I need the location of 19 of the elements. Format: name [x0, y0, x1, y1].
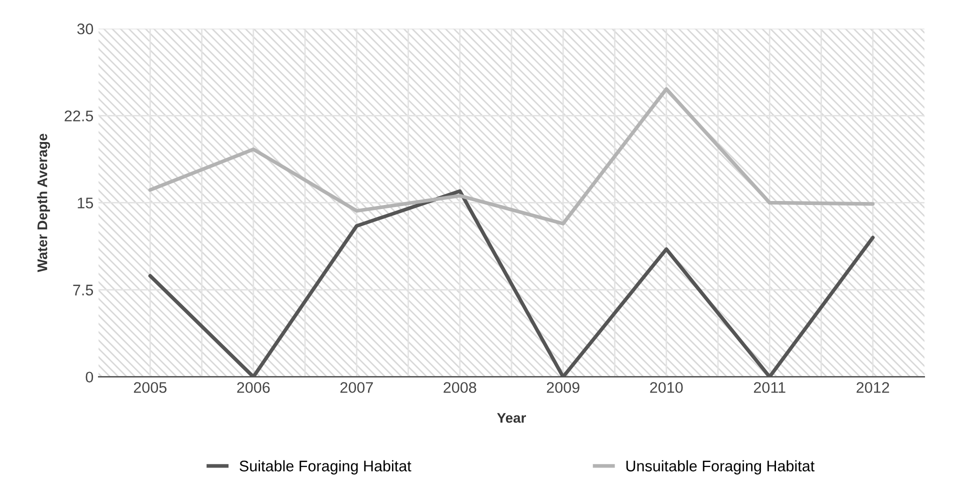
y-tick-label: 22.5 — [64, 110, 94, 122]
legend-label: Suitable Foraging Habitat — [240, 460, 412, 474]
x-tick-label: 2006 — [237, 382, 270, 393]
line-series — [148, 87, 875, 226]
x-tick-label: 2011 — [754, 382, 786, 393]
legend-label: Unsuitable Foraging Habitat — [626, 460, 814, 474]
x-tick-label: 2009 — [546, 382, 580, 393]
y-tick-label: 15 — [78, 198, 94, 208]
x-axis-title: Year — [497, 413, 526, 423]
line-series — [148, 189, 875, 377]
y-tick-label: 30 — [77, 23, 94, 34]
x-tick-label: 2010 — [650, 382, 683, 393]
x-tick-label: 2008 — [444, 382, 476, 393]
x-tick-label: 2005 — [134, 382, 167, 393]
y-tick-label: 7.5 — [73, 284, 94, 296]
x-tick-label: 2007 — [340, 382, 373, 393]
y-tick-label: 0 — [86, 372, 94, 383]
x-tick-label: 2012 — [856, 382, 890, 393]
y-axis-title: Water Depth Average — [37, 134, 50, 272]
